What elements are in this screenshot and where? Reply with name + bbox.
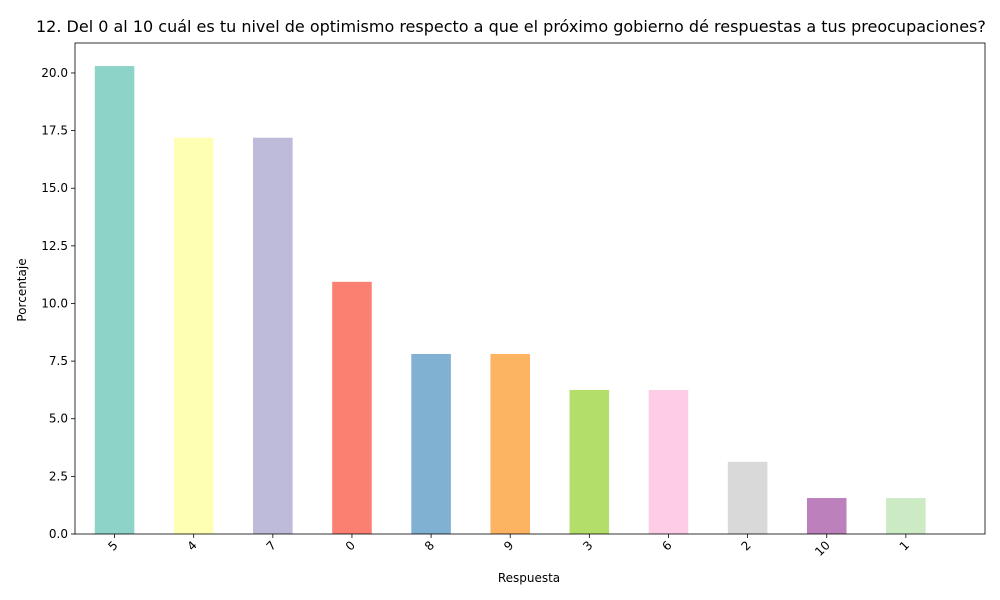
bar <box>886 498 926 534</box>
x-tick-label: 4 <box>185 538 200 553</box>
y-tick-label: 17.5 <box>41 124 68 138</box>
bar <box>173 137 214 534</box>
y-tick-label: 20.0 <box>41 66 68 80</box>
bar <box>569 389 610 534</box>
x-tick-label: 1 <box>897 538 912 553</box>
plot-area: 0.0 2.5 5.0 7.5 10.0 12.5 15.0 17.5 20.0 5 4 7 0 8 9 3 6… <box>41 42 986 559</box>
x-tick-label: 3 <box>580 538 595 553</box>
x-axis-label: Respuesta <box>498 571 560 585</box>
bar <box>648 389 689 534</box>
y-tick-label: 10.0 <box>41 296 68 310</box>
chart-title: 12. Del 0 al 10 cuál es tu nivel de opti… <box>36 17 986 36</box>
x-tick-label: 8 <box>422 538 437 553</box>
bar <box>411 353 451 534</box>
bar <box>806 498 847 534</box>
x-tick-label: 0 <box>343 538 358 553</box>
x-tick-label: 6 <box>659 538 674 553</box>
y-tick-label: 5.0 <box>49 412 68 426</box>
bar <box>253 137 293 534</box>
x-tick-label: 7 <box>264 538 279 553</box>
y-tick-label: 12.5 <box>41 239 68 253</box>
y-tick-label: 7.5 <box>49 354 68 368</box>
x-tick-label: 2 <box>738 538 753 553</box>
bar <box>94 66 135 535</box>
x-tick-label: 10 <box>812 538 833 559</box>
axes-frame <box>74 42 986 535</box>
bar <box>332 281 372 534</box>
bar <box>727 461 768 534</box>
bar <box>490 353 530 534</box>
x-tick-label: 5 <box>105 538 120 553</box>
y-tick-label: 0.0 <box>49 527 68 541</box>
y-axis-label: Porcentaje <box>15 258 29 321</box>
y-tick-label: 15.0 <box>41 181 68 195</box>
x-tick-label: 9 <box>501 538 516 553</box>
y-tick-label: 2.5 <box>49 469 68 483</box>
